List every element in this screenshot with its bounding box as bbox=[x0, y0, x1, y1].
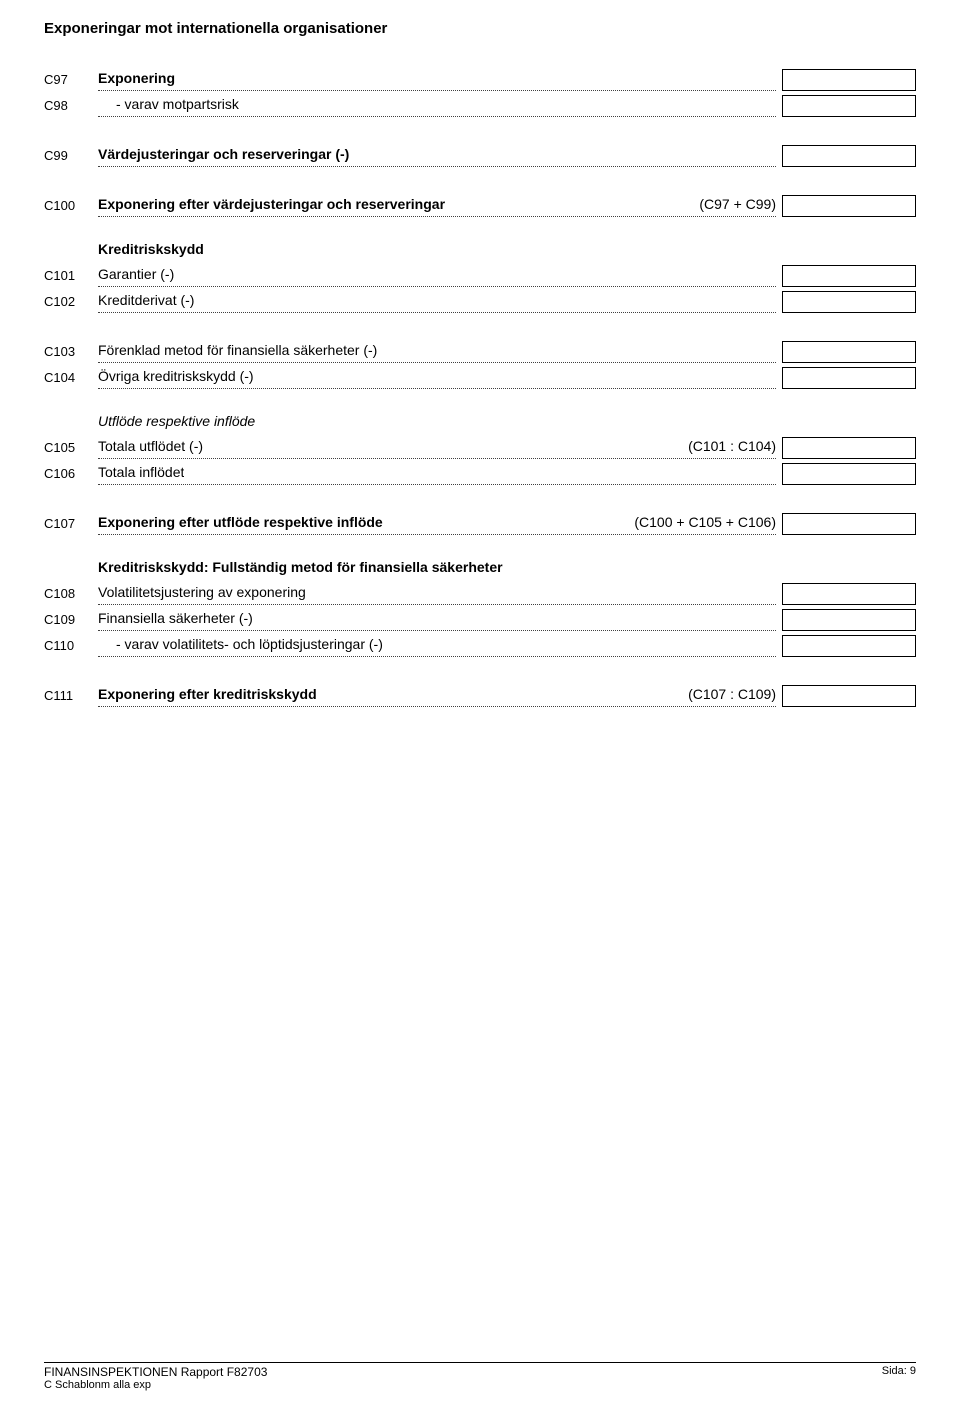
form-row: C100Exponering efter värdejusteringar oc… bbox=[44, 191, 916, 217]
row-code: C103 bbox=[44, 344, 98, 363]
row-code: C107 bbox=[44, 516, 98, 535]
form-row: C106Totala inflödet bbox=[44, 459, 916, 485]
page-title: Exponeringar mot internationella organis… bbox=[44, 20, 916, 37]
value-input[interactable] bbox=[782, 291, 916, 313]
form-row: C111Exponering efter kreditriskskydd (C10… bbox=[44, 681, 916, 707]
row-code: C97 bbox=[44, 72, 98, 91]
value-input[interactable] bbox=[782, 265, 916, 287]
form-section: C97ExponeringC98- varav motpartsrisk bbox=[44, 65, 916, 117]
form-row: C102Kreditderivat (-) bbox=[44, 287, 916, 313]
row-label-cell: Totala inflödet bbox=[98, 463, 776, 485]
row-label-cell: Totala utflödet (-) (C101 : C104) bbox=[98, 437, 776, 459]
form-row: C108Volatilitetsjustering av exponering bbox=[44, 579, 916, 605]
form-section: Kreditriskskydd: Fullständig metod för f… bbox=[44, 559, 916, 657]
row-code: C105 bbox=[44, 440, 98, 459]
row-label: Exponering bbox=[98, 70, 175, 86]
value-input[interactable] bbox=[782, 635, 916, 657]
row-label-cell: Garantier (-) bbox=[98, 265, 776, 287]
row-code: C101 bbox=[44, 268, 98, 287]
form-row: C105Totala utflödet (-) (C101 : C104) bbox=[44, 433, 916, 459]
form-row: C110- varav volatilitets- och löptidsjus… bbox=[44, 631, 916, 657]
row-label: Garantier (-) bbox=[98, 266, 174, 282]
row-formula: (C100 + C105 + C106) bbox=[626, 514, 776, 530]
footer-page-number: Sida: 9 bbox=[882, 1365, 916, 1391]
footer-subtitle: C Schablonm alla exp bbox=[44, 1379, 267, 1391]
value-input[interactable] bbox=[782, 609, 916, 631]
row-label-cell: Finansiella säkerheter (-) bbox=[98, 609, 776, 631]
row-label: - varav volatilitets- och löptidsjusteri… bbox=[98, 636, 383, 652]
row-code: C110 bbox=[44, 638, 98, 657]
form-row: C107Exponering efter utflöde respektive … bbox=[44, 509, 916, 535]
row-formula: (C107 : C109) bbox=[680, 686, 776, 702]
row-formula: (C101 : C104) bbox=[680, 438, 776, 454]
row-label: Totala utflödet (-) bbox=[98, 438, 203, 454]
row-label: Totala inflödet bbox=[98, 464, 184, 480]
value-input[interactable] bbox=[782, 145, 916, 167]
form-section: Utflöde respektive inflödeC105Totala utf… bbox=[44, 413, 916, 485]
value-input[interactable] bbox=[782, 583, 916, 605]
row-label-cell: Kreditderivat (-) bbox=[98, 291, 776, 313]
value-input[interactable] bbox=[782, 341, 916, 363]
row-label: Värdejusteringar och reserveringar (-) bbox=[98, 146, 349, 162]
row-code: C99 bbox=[44, 148, 98, 167]
value-input[interactable] bbox=[782, 69, 916, 91]
row-label-cell: Värdejusteringar och reserveringar (-) bbox=[98, 145, 776, 167]
row-code: C106 bbox=[44, 466, 98, 485]
form-section: C111Exponering efter kreditriskskydd (C10… bbox=[44, 681, 916, 707]
row-label: Exponering efter utflöde respektive infl… bbox=[98, 514, 383, 530]
value-input[interactable] bbox=[782, 195, 916, 217]
form-section: C107Exponering efter utflöde respektive … bbox=[44, 509, 916, 535]
form-row: C99Värdejusteringar och reserveringar (-… bbox=[44, 141, 916, 167]
row-label-cell: Förenklad metod för finansiella säkerhet… bbox=[98, 341, 776, 363]
form-row: C104Övriga kreditriskskydd (-) bbox=[44, 363, 916, 389]
row-code: C108 bbox=[44, 586, 98, 605]
section-header: Utflöde respektive inflöde bbox=[98, 413, 916, 429]
row-formula: (C97 + C99) bbox=[691, 196, 776, 212]
form-row: C109Finansiella säkerheter (-) bbox=[44, 605, 916, 631]
row-label-cell: Exponering efter värdejusteringar och re… bbox=[98, 195, 776, 217]
value-input[interactable] bbox=[782, 463, 916, 485]
form-row: C101Garantier (-) bbox=[44, 261, 916, 287]
row-code: C104 bbox=[44, 370, 98, 389]
value-input[interactable] bbox=[782, 685, 916, 707]
row-label-cell: Exponering efter utflöde respektive infl… bbox=[98, 513, 776, 535]
row-code: C111 bbox=[44, 688, 98, 707]
page-footer: FINANSINSPEKTIONEN Rapport F82703 C Scha… bbox=[44, 1362, 916, 1391]
row-label-cell: - varav volatilitets- och löptidsjusteri… bbox=[98, 635, 776, 657]
row-label-cell: Övriga kreditriskskydd (-) bbox=[98, 367, 776, 389]
row-label-cell: - varav motpartsrisk bbox=[98, 95, 776, 117]
form-row: C97Exponering bbox=[44, 65, 916, 91]
row-label: Exponering efter kreditriskskydd bbox=[98, 686, 317, 702]
row-label: - varav motpartsrisk bbox=[98, 96, 239, 112]
value-input[interactable] bbox=[782, 367, 916, 389]
form-section: C100Exponering efter värdejusteringar oc… bbox=[44, 191, 916, 217]
row-label: Kreditderivat (-) bbox=[98, 292, 194, 308]
row-code: C98 bbox=[44, 98, 98, 117]
form-section: C103Förenklad metod för finansiella säke… bbox=[44, 337, 916, 389]
value-input[interactable] bbox=[782, 95, 916, 117]
form-row: C98- varav motpartsrisk bbox=[44, 91, 916, 117]
section-header: Kreditriskskydd: Fullständig metod för f… bbox=[98, 559, 916, 575]
row-label: Finansiella säkerheter (-) bbox=[98, 610, 253, 626]
row-label: Förenklad metod för finansiella säkerhet… bbox=[98, 342, 377, 358]
row-label: Övriga kreditriskskydd (-) bbox=[98, 368, 254, 384]
row-code: C109 bbox=[44, 612, 98, 631]
row-label: Exponering efter värdejusteringar och re… bbox=[98, 196, 445, 212]
form-row: C103Förenklad metod för finansiella säke… bbox=[44, 337, 916, 363]
row-code: C102 bbox=[44, 294, 98, 313]
form-section: C99Värdejusteringar och reserveringar (-… bbox=[44, 141, 916, 167]
row-label: Volatilitetsjustering av exponering bbox=[98, 584, 306, 600]
row-label-cell: Exponering efter kreditriskskydd (C107 : … bbox=[98, 685, 776, 707]
row-label-cell: Volatilitetsjustering av exponering bbox=[98, 583, 776, 605]
row-label-cell: Exponering bbox=[98, 69, 776, 91]
value-input[interactable] bbox=[782, 437, 916, 459]
footer-report: FINANSINSPEKTIONEN Rapport F82703 bbox=[44, 1365, 267, 1379]
value-input[interactable] bbox=[782, 513, 916, 535]
row-code: C100 bbox=[44, 198, 98, 217]
section-header: Kreditriskskydd bbox=[98, 241, 916, 257]
form-section: KreditriskskyddC101Garantier (-)C102Kred… bbox=[44, 241, 916, 313]
